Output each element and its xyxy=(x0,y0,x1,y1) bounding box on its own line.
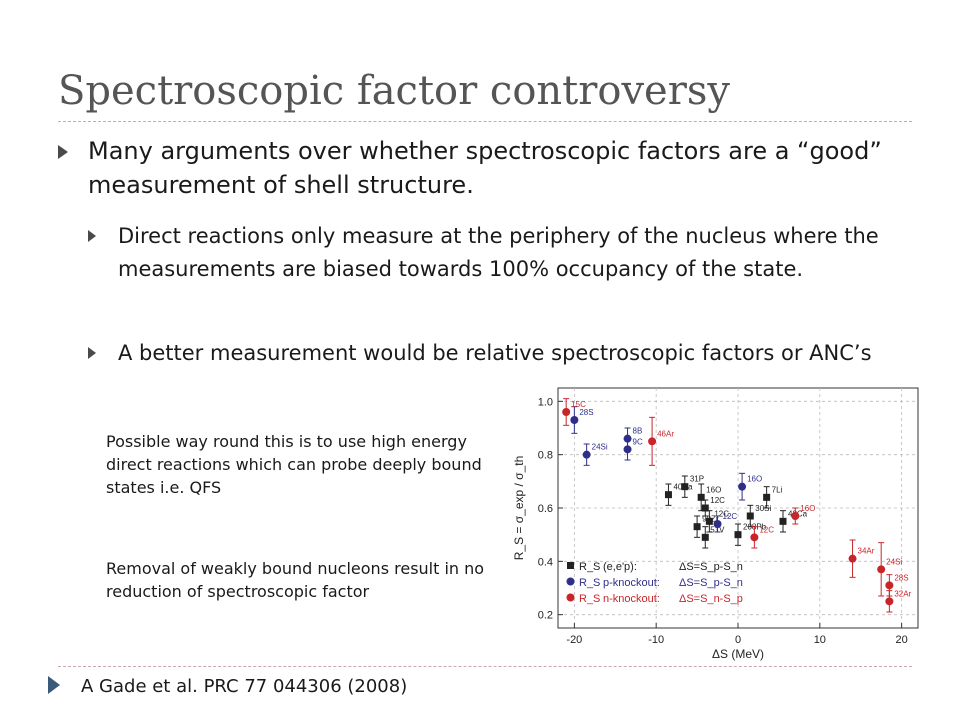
legend-marker xyxy=(566,593,575,602)
data-point-square xyxy=(697,493,705,501)
legend-marker xyxy=(566,577,575,586)
point-label: 16O xyxy=(747,475,762,484)
data-point-circle xyxy=(738,482,747,491)
point-label: 7Li xyxy=(772,485,783,494)
note-weakly-bound: Removal of weakly bound nucleons result … xyxy=(106,559,485,601)
data-point-square xyxy=(779,517,787,525)
data-point-circle xyxy=(885,597,894,606)
data-point-square xyxy=(664,491,672,499)
y-tick-label: 0.6 xyxy=(538,503,553,515)
y-tick-label: 0.2 xyxy=(538,610,553,622)
data-point-circle xyxy=(877,565,886,574)
x-tick-label: 0 xyxy=(735,634,741,646)
legend-symbol: R_S xyxy=(579,577,600,589)
point-label: 12C xyxy=(759,525,774,534)
x-tick-label: -10 xyxy=(648,634,664,646)
point-label: 16O xyxy=(706,485,721,494)
point-label: 12C xyxy=(714,509,729,518)
y-tick-label: 0.4 xyxy=(538,556,553,568)
x-tick-label: -20 xyxy=(566,634,582,646)
legend-name: (e,e'p): xyxy=(603,561,637,573)
point-label: 31P xyxy=(690,475,704,484)
bullet-triangle-icon xyxy=(88,230,96,242)
point-label: 30Si xyxy=(755,504,771,513)
point-label: 16O xyxy=(800,504,815,513)
bullet-triangle-icon xyxy=(88,347,96,359)
data-point-square xyxy=(701,504,709,512)
point-label: 28S xyxy=(579,408,593,417)
legend-symbol: R_S xyxy=(579,593,600,605)
data-point-circle xyxy=(582,450,591,459)
legend-name: n-knockout: xyxy=(603,593,660,605)
x-axis-label: ΔS (MeV) xyxy=(712,647,764,661)
point-label: 34Ar xyxy=(858,547,875,556)
data-point-circle xyxy=(648,437,657,446)
x-tick-label: 20 xyxy=(896,634,908,646)
data-point-square xyxy=(763,493,771,501)
sub-bullet-2-text: A better measurement would be relative s… xyxy=(118,341,872,365)
data-point-circle xyxy=(750,533,759,542)
slide-title: Spectroscopic factor controversy xyxy=(58,68,730,114)
legend-symbol: R_S xyxy=(579,561,600,573)
sub-bullet-1-text: Direct reactions only measure at the per… xyxy=(118,224,879,281)
data-point-square xyxy=(705,517,713,525)
point-label: 12C xyxy=(710,496,725,505)
point-label: 24Si xyxy=(592,443,608,452)
data-point-circle xyxy=(713,520,722,528)
y-tick-label: 0.8 xyxy=(538,450,553,462)
point-label: 32Ar xyxy=(894,589,911,598)
footer-divider xyxy=(58,666,912,667)
x-tick-label: 10 xyxy=(814,634,826,646)
point-label: 24Si xyxy=(886,557,902,566)
bullet-triangle-icon xyxy=(58,145,68,159)
data-point-square xyxy=(701,533,709,541)
y-tick-label: 1.0 xyxy=(538,396,553,408)
reference-triangle-icon xyxy=(48,676,60,694)
title-divider xyxy=(58,121,912,122)
data-point-circle xyxy=(791,512,800,520)
spectroscopic-factor-chart: -20 -10 0 10 20 0.2 0.4 0.6 0.8 1.0 ΔS (MeV) R_S = … xyxy=(512,387,919,661)
point-label: 12C xyxy=(723,512,738,521)
legend-delta: ΔS=S_n-S_p xyxy=(679,593,743,605)
main-bullet-text: Many arguments over whether spectroscopi… xyxy=(88,137,882,199)
legend-marker xyxy=(567,562,574,569)
data-point-circle xyxy=(562,408,571,416)
legend-delta: ΔS=S_p-S_n xyxy=(679,561,743,573)
data-point-circle xyxy=(570,416,579,424)
y-axis-label: R_S = σ_exp / σ_th xyxy=(512,456,526,561)
point-label: 15C xyxy=(571,400,586,409)
data-point-circle xyxy=(623,445,632,454)
data-point-square xyxy=(693,523,701,531)
point-label: 46Ar xyxy=(657,429,674,438)
point-label: 8B xyxy=(633,427,643,436)
data-point-circle xyxy=(848,554,857,563)
data-point-square xyxy=(681,483,689,491)
legend-name: p-knockout: xyxy=(603,577,660,589)
data-point-square xyxy=(746,512,754,520)
point-label: 28S xyxy=(894,573,908,582)
legend-delta: ΔS=S_p-S_n xyxy=(679,577,743,589)
reference-text: A Gade et al. PRC 77 044306 (2008) xyxy=(81,676,408,697)
point-label: 9C xyxy=(633,437,643,446)
note-qfs: Possible way round this is to use high e… xyxy=(106,432,482,497)
data-point-circle xyxy=(885,581,894,590)
data-point-square xyxy=(734,531,742,539)
